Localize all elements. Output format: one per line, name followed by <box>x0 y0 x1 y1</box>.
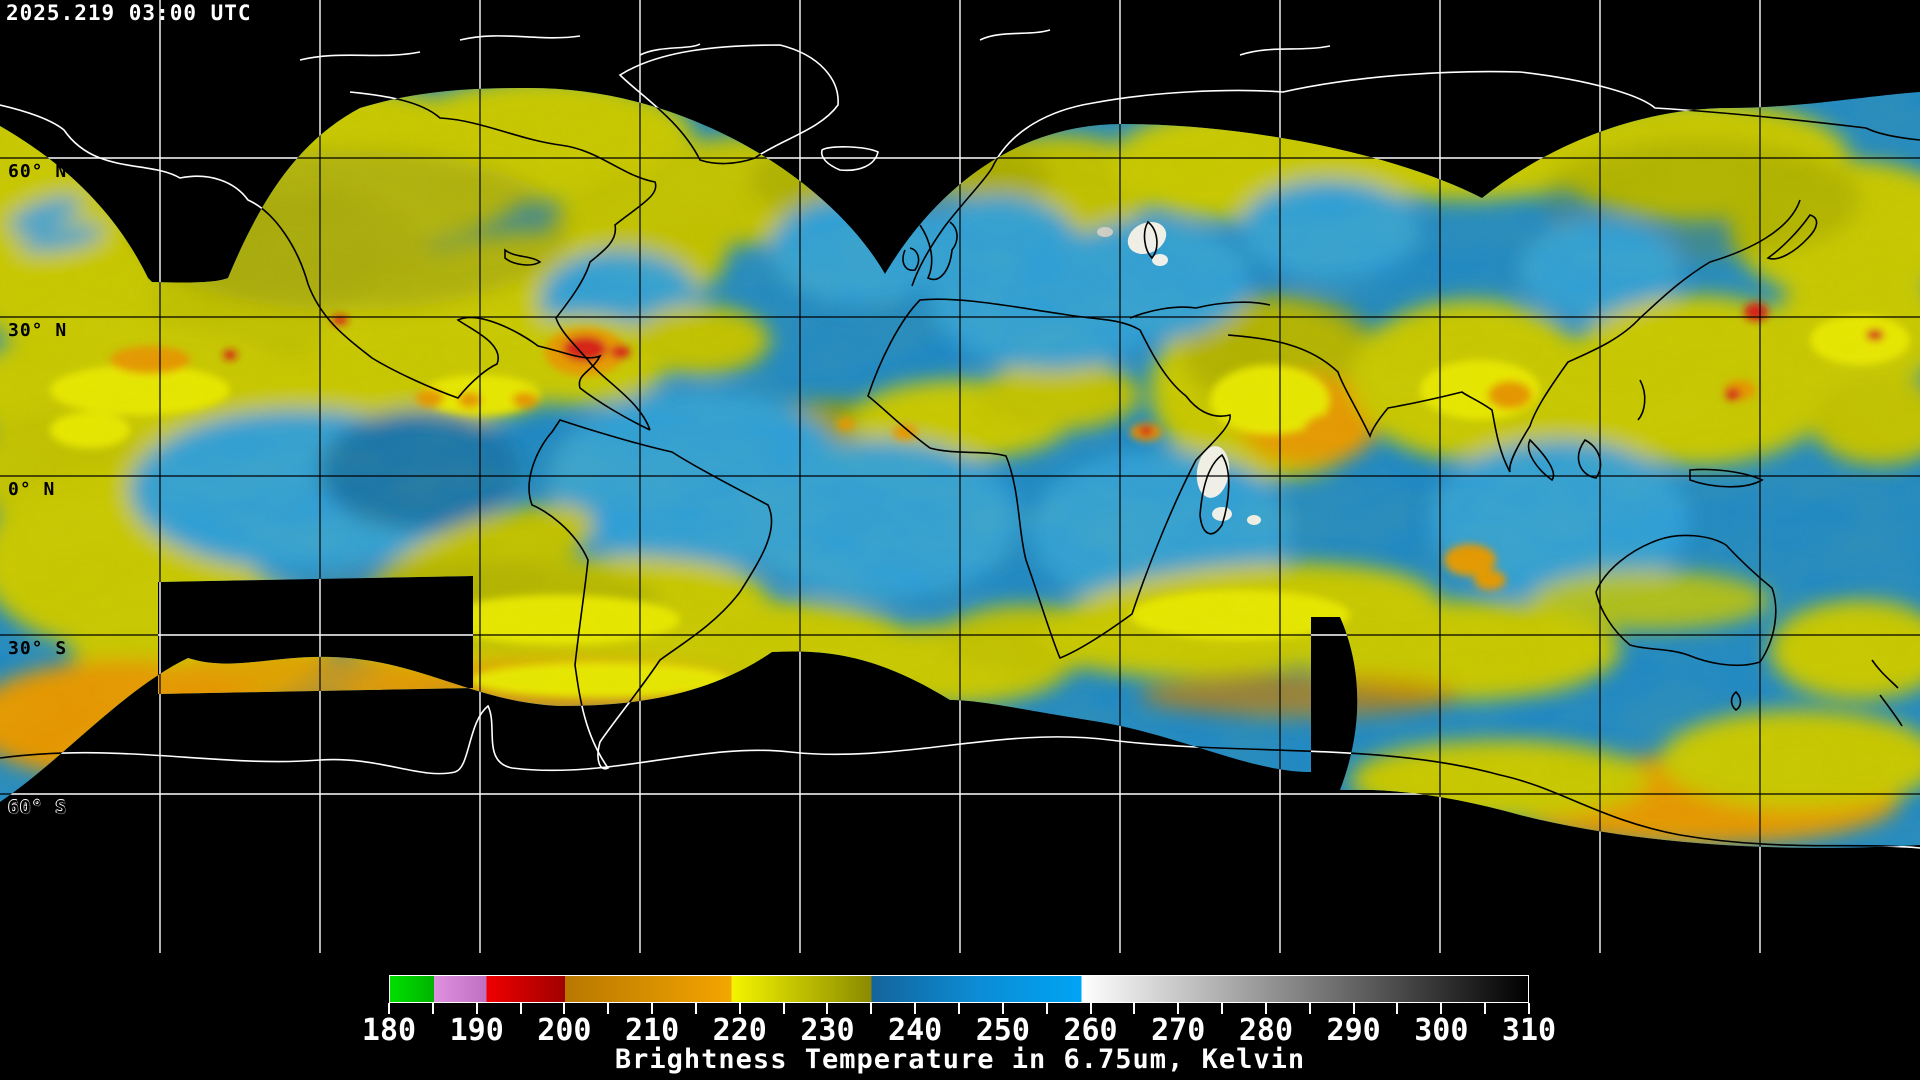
colorbar-ticks <box>388 1003 1530 1015</box>
colorbar-tick <box>563 1003 566 1014</box>
colorbar-tick <box>958 1003 960 1014</box>
colorbar-tick <box>1221 1003 1224 1014</box>
colorbar-tick-label: 280 <box>1238 1013 1294 1048</box>
colorbar-tick <box>1001 1003 1004 1014</box>
colorbar-tick-labels: 180 190 200 210 220 230 240 250 260 270 280 290 300 3… <box>362 1013 1556 1048</box>
lat-label: 60° S <box>8 797 68 818</box>
colorbar-tick <box>914 1003 917 1014</box>
colorbar-tick <box>388 1003 390 1014</box>
colorbar-tick <box>870 1003 873 1014</box>
lat-label: 60° N <box>8 161 68 182</box>
colorbar-tick <box>694 1003 697 1014</box>
colorbar-tick <box>782 1003 785 1014</box>
colorbar-tick <box>519 1003 522 1014</box>
colorbar-tick-label: 260 <box>1063 1013 1118 1048</box>
timestamp: 2025.219 03:00 UTC <box>6 1 252 25</box>
colorbar-tick-label: 240 <box>888 1013 943 1048</box>
colorbar-tick <box>475 1003 478 1014</box>
colorbar-tick <box>1484 1003 1487 1014</box>
colorbar-tick-label: 230 <box>800 1013 855 1048</box>
lat-label: 30° N <box>8 320 68 341</box>
colorbar-tick <box>1133 1003 1136 1014</box>
world-map <box>0 0 1920 953</box>
colorbar-tick <box>1089 1003 1092 1014</box>
colorbar-tick <box>1352 1003 1355 1014</box>
colorbar-tick-label: 180 <box>361 1013 417 1048</box>
colorbar-tick <box>1264 1003 1267 1014</box>
lat-label: 0° N <box>8 479 56 500</box>
colorbar-tick-label: 220 <box>712 1013 767 1048</box>
colorbar-tick <box>1308 1003 1311 1014</box>
colorbar-tick <box>431 1003 434 1014</box>
colorbar-tick <box>607 1003 610 1014</box>
colorbar-tick-label: 210 <box>624 1013 680 1048</box>
colorbar-tick-label: 300 <box>1414 1013 1469 1048</box>
colorbar-tick-label: 250 <box>975 1013 1030 1048</box>
colorbar-tick-label: 290 <box>1326 1013 1381 1048</box>
lat-label: 30° S <box>8 638 68 659</box>
colorbar-caption: Brightness Temperature in 6.75um, Kelvin <box>614 1044 1306 1075</box>
colorbar-tick-label: 270 <box>1151 1013 1206 1048</box>
colorbar-tick-label: 310 <box>1501 1013 1557 1048</box>
colorbar-tick-label: 190 <box>449 1013 504 1048</box>
colorbar-tick <box>826 1003 829 1014</box>
colorbar-tick <box>1440 1003 1443 1014</box>
colorbar-tick <box>1396 1003 1399 1014</box>
colorbar-tick <box>1177 1003 1180 1014</box>
colorbar-tick <box>651 1003 654 1014</box>
colorbar-tick <box>1528 1003 1530 1014</box>
colorbar-tick <box>1045 1003 1048 1014</box>
colorbar-tick <box>738 1003 741 1014</box>
colorbar <box>389 975 1529 1003</box>
colorbar-tick-label: 200 <box>537 1013 592 1048</box>
